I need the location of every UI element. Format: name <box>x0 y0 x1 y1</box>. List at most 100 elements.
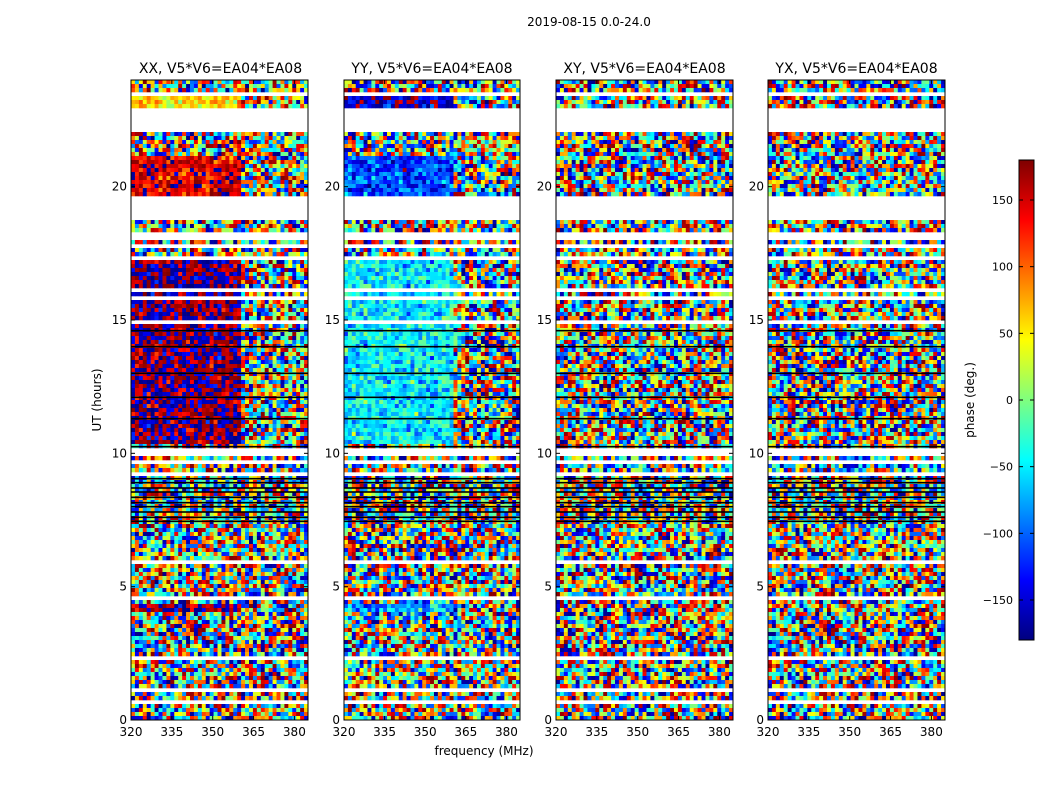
heatmap-cell <box>158 428 163 433</box>
heatmap-cell <box>197 420 203 425</box>
heatmap-cell <box>221 88 226 93</box>
heatmap-cell <box>272 168 277 173</box>
heatmap-cell <box>193 168 199 173</box>
heatmap-cell <box>245 620 250 625</box>
heatmap-cell <box>190 280 195 285</box>
heatmap-cell <box>154 492 159 497</box>
heatmap-cell <box>276 556 281 561</box>
heatmap-cell <box>138 408 144 413</box>
heatmap-cell <box>237 420 242 425</box>
heatmap-cell <box>146 512 151 517</box>
heatmap-cell <box>268 384 273 389</box>
heatmap-cell <box>174 144 179 149</box>
heatmap-cell <box>178 228 183 233</box>
heatmap-cell <box>237 132 242 137</box>
heatmap-cell <box>158 540 163 545</box>
heatmap-cell <box>174 284 179 289</box>
heatmap-cell <box>284 252 289 257</box>
heatmap-cell <box>229 312 234 317</box>
heatmap-cell <box>178 572 183 577</box>
heatmap-cell <box>166 624 171 629</box>
heatmap-cell <box>284 160 289 165</box>
heatmap-cell <box>304 428 309 433</box>
heatmap-cell <box>205 164 210 169</box>
heatmap-cell <box>296 484 301 489</box>
heatmap-cell <box>182 272 187 277</box>
heatmap-cell <box>249 424 254 429</box>
heatmap-cell <box>178 348 183 353</box>
heatmap-cell <box>249 340 254 345</box>
heatmap-cell <box>217 144 222 149</box>
heatmap-cell <box>252 324 258 329</box>
heatmap-cell <box>245 304 250 309</box>
heatmap-cell <box>146 392 151 397</box>
heatmap-cell <box>166 388 171 393</box>
heatmap-cell <box>225 568 230 573</box>
heatmap-cell <box>300 488 305 493</box>
heatmap-cell <box>197 96 203 101</box>
heatmap-cell <box>154 364 159 369</box>
heatmap-cell <box>225 388 230 393</box>
heatmap-cell <box>190 376 195 381</box>
heatmap-cell <box>190 540 195 545</box>
heatmap-cell <box>252 572 258 577</box>
heatmap-cell <box>237 576 242 581</box>
heatmap-cell <box>221 312 226 317</box>
heatmap-cell <box>150 260 155 265</box>
heatmap-canvas <box>131 80 309 721</box>
heatmap-cell <box>241 456 246 461</box>
heatmap-cell <box>272 528 277 533</box>
heatmap-cell <box>201 324 207 329</box>
heatmap-cell <box>264 292 269 297</box>
heatmap-cell <box>292 372 297 377</box>
heatmap-cell <box>237 388 242 393</box>
heatmap-cell <box>205 592 210 597</box>
heatmap-cell <box>154 520 159 525</box>
heatmap-cell <box>186 608 191 613</box>
heatmap-cell <box>260 568 266 573</box>
heatmap-cell <box>245 492 250 497</box>
heatmap-cell <box>264 548 269 553</box>
heatmap-cell <box>292 368 297 373</box>
heatmap-cell <box>193 516 199 521</box>
heatmap-cell <box>213 332 218 337</box>
heatmap-cell <box>268 160 273 165</box>
heatmap-cell <box>166 336 171 341</box>
heatmap-cell <box>201 496 207 501</box>
heatmap-cell <box>201 368 207 373</box>
heatmap-cell <box>154 268 159 273</box>
heatmap-cell <box>292 268 297 273</box>
heatmap-cell <box>256 352 262 357</box>
heatmap-cell <box>268 572 273 577</box>
heatmap-cell <box>272 104 277 109</box>
heatmap-cell <box>217 584 222 589</box>
heatmap-cell <box>142 496 148 501</box>
heatmap-cell <box>288 152 293 157</box>
heatmap-cell <box>193 144 199 149</box>
heatmap-cell <box>209 484 214 489</box>
heatmap-cell <box>146 540 151 545</box>
heatmap-cell <box>174 492 179 497</box>
heatmap-cell <box>162 352 167 357</box>
heatmap-cell <box>150 568 155 573</box>
heatmap-cell <box>131 616 136 621</box>
heatmap-cell <box>190 408 195 413</box>
heatmap-cell <box>205 332 210 337</box>
heatmap-cell <box>131 300 136 305</box>
heatmap-cell <box>296 220 301 225</box>
heatmap-cell <box>245 340 250 345</box>
heatmap-cell <box>245 140 250 145</box>
heatmap-cell <box>162 624 167 629</box>
heatmap-cell <box>252 524 258 529</box>
heatmap-cell <box>186 616 191 621</box>
heatmap-cell <box>276 304 281 309</box>
heatmap-cell <box>138 364 144 369</box>
heatmap-cell <box>229 364 234 369</box>
heatmap-cell <box>134 624 140 629</box>
heatmap-cell <box>146 292 151 297</box>
heatmap-cell <box>178 304 183 309</box>
heatmap-cell <box>182 612 187 617</box>
heatmap-cell <box>158 292 163 297</box>
heatmap-cell <box>288 592 293 597</box>
heatmap-cell <box>264 340 269 345</box>
